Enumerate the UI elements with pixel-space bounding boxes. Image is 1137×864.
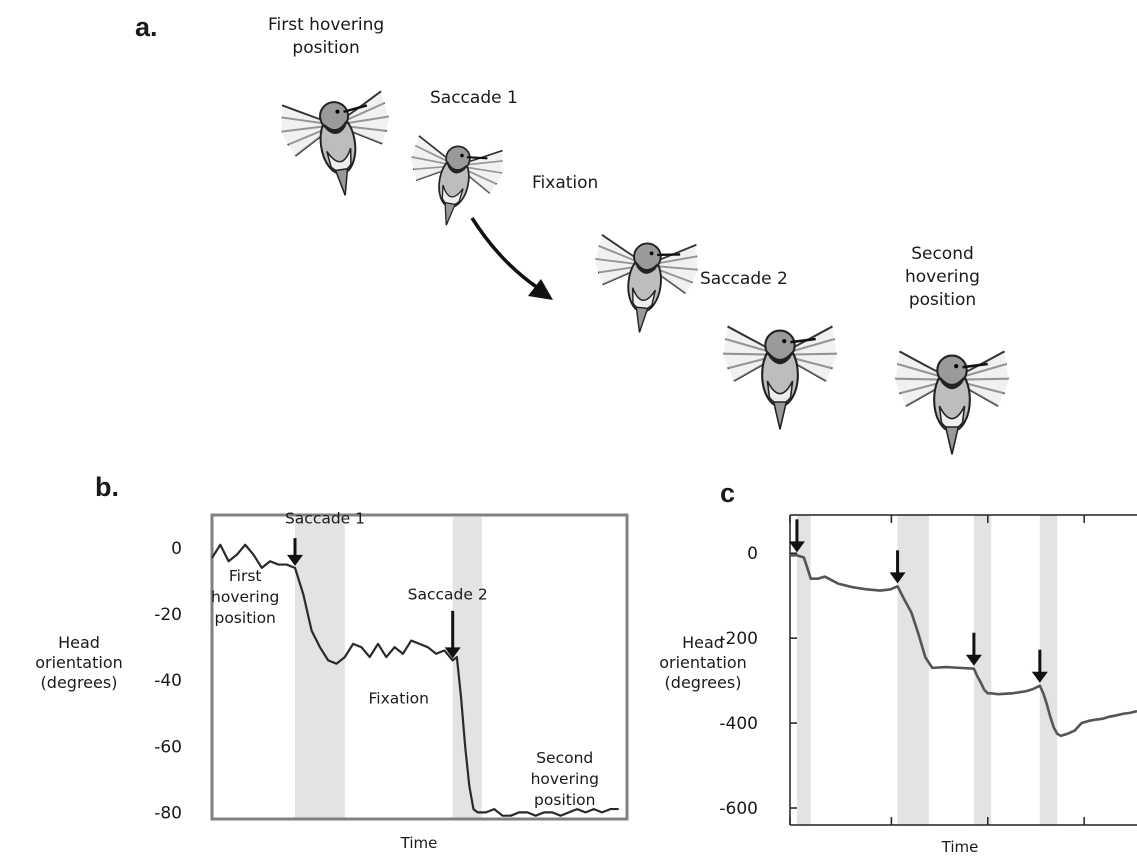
hummingbird-icon xyxy=(721,325,839,431)
label-second-hovering: Second hovering position xyxy=(905,244,980,310)
arrow-head xyxy=(444,647,461,659)
shaded-region xyxy=(973,515,992,825)
annotation-saccade-1: Saccade 1 xyxy=(285,509,365,527)
y-tick-label: -600 xyxy=(720,799,758,819)
chart-b-ylabel: Head orientation (degrees) xyxy=(35,633,123,692)
curved-arrow-icon xyxy=(470,217,553,300)
shaded-region xyxy=(897,515,929,825)
arrow-head xyxy=(965,654,982,666)
annotation-second-hovering: position xyxy=(534,791,595,809)
arrow-saccade-2 xyxy=(444,610,461,659)
shaded-region xyxy=(796,515,811,825)
y-tick-label: -40 xyxy=(154,671,182,691)
line-series xyxy=(211,543,619,817)
y-tick-label: -200 xyxy=(720,629,758,649)
panel-label-a: a. xyxy=(135,12,158,42)
shaded-region xyxy=(295,517,345,819)
panel-label-c: c xyxy=(720,478,736,508)
annotation-first-hovering: hovering xyxy=(211,588,279,606)
arrow-head xyxy=(788,541,805,553)
y-tick-label: 0 xyxy=(747,544,758,564)
chart-b-xlabel: Time xyxy=(400,834,438,852)
hummingbird-icon xyxy=(587,233,702,339)
hummingbird-icon xyxy=(893,350,1011,456)
arrow-saccade xyxy=(1031,649,1048,683)
arrow-head xyxy=(287,554,303,566)
y-tick-label: -400 xyxy=(720,714,758,734)
shaded-region xyxy=(1039,515,1058,825)
arrow-head xyxy=(889,572,906,584)
annotation-saccade-2: Saccade 2 xyxy=(408,585,488,603)
chart-b: 0 -20 -40 -60 -80 Saccade 1 Saccade 2 First hove… xyxy=(154,509,629,823)
annotation-first-hovering: position xyxy=(214,609,275,627)
label-fixation: Fixation xyxy=(532,173,599,193)
line-series xyxy=(790,554,1137,738)
y-tick-label: -20 xyxy=(154,605,182,625)
y-tick-label: -80 xyxy=(154,803,182,823)
illustration xyxy=(276,89,1011,456)
arrow-head xyxy=(1031,671,1048,683)
hummingbird-icon xyxy=(399,134,507,235)
label-saccade-1: Saccade 1 xyxy=(430,88,518,108)
arrow-saccade-1 xyxy=(287,538,303,566)
label-first-hovering: First hovering position xyxy=(268,15,385,58)
chart-c: 0 -200 -400 -600 xyxy=(720,514,1137,826)
annotation-first-hovering: First xyxy=(229,567,262,585)
arrow-saccade xyxy=(965,632,982,666)
plot-frame xyxy=(210,513,629,821)
label-saccade-2: Saccade 2 xyxy=(700,269,788,289)
hummingbird-icon xyxy=(276,89,400,205)
annotation-fixation: Fixation xyxy=(369,689,429,707)
arrow-saccade xyxy=(889,550,906,584)
y-tick-label: 0 xyxy=(171,539,182,559)
annotation-second-hovering: Second xyxy=(536,749,593,767)
y-tick-label: -60 xyxy=(154,737,182,757)
chart-c-xlabel: Time xyxy=(941,838,979,856)
chart-c-ylabel: Head orientation (degrees) xyxy=(659,633,747,692)
annotation-second-hovering: hovering xyxy=(531,770,599,788)
panel-label-b: b. xyxy=(95,472,119,502)
arrow-saccade xyxy=(788,519,805,553)
